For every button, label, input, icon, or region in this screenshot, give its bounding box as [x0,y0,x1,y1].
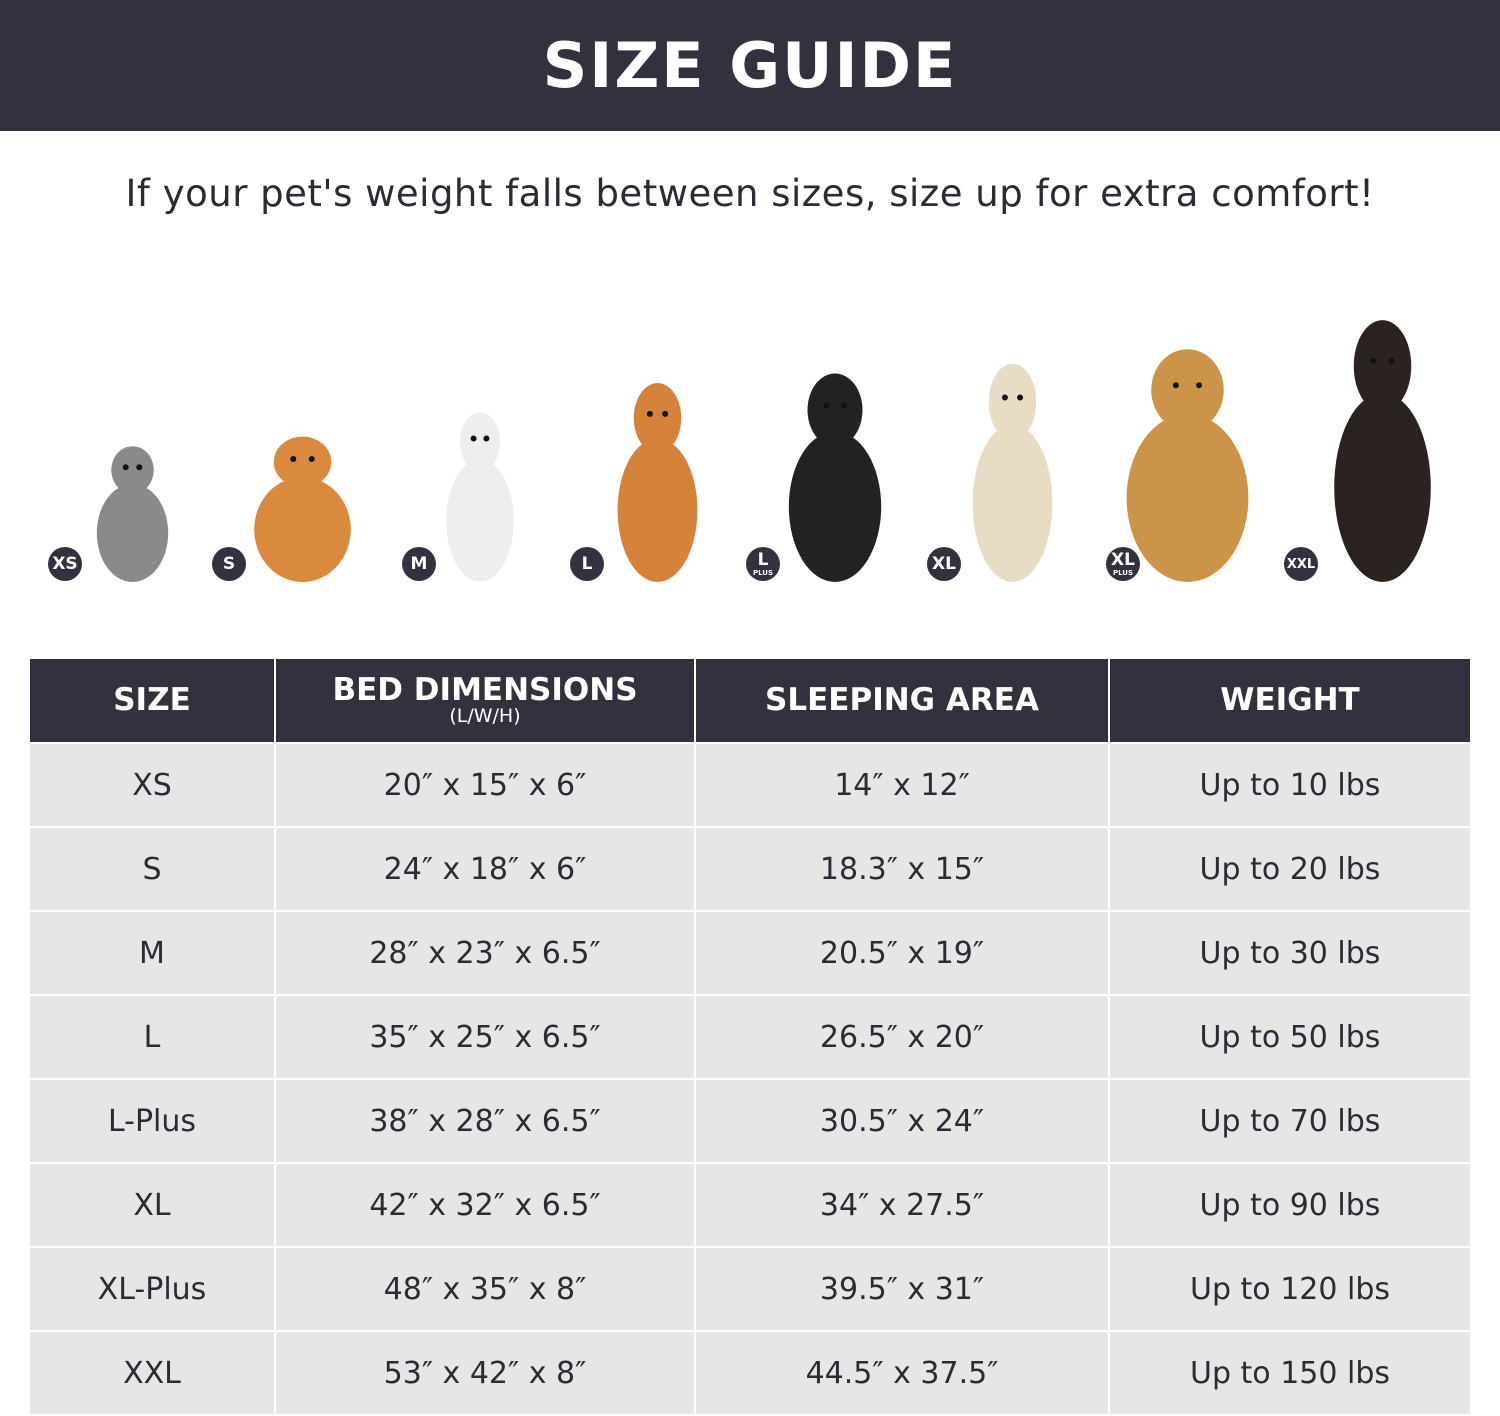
badge-sublabel: PLUS [1112,568,1134,577]
size-badge: L PLUS [746,547,780,581]
cell-size: L [30,994,276,1080]
cell-size: XL-Plus [30,1246,276,1332]
size-badge: S [212,547,246,581]
header-label: WEIGHT [1220,682,1360,719]
badge-label: L [757,549,769,570]
table-row: XXL 53″ x 42″ x 8″ 44.5″ x 37.5″ Up to 150 … [30,1330,1470,1416]
subtitle: If your pet's weight falls between sizes… [125,172,1375,215]
size-badge: XL [927,547,961,581]
size-badge: XL PLUS [1106,547,1140,581]
cell-sleeping-area: 20.5″ x 19″ [694,910,1110,996]
header-label: SLEEPING AREA [765,682,1039,719]
badge-sublabel: PLUS [752,568,774,577]
title-banner: SIZE GUIDE [0,0,1500,131]
cell-size: XS [30,742,276,828]
cell-size: L-Plus [30,1078,276,1164]
shiba-inu-image [610,377,705,582]
cell-bed-dimensions: 35″ x 25″ x 6.5″ [274,994,696,1080]
table-row: XL-Plus 48″ x 35″ x 8″ 39.5″ x 31″ Up to 12… [30,1246,1470,1332]
table-row: L-Plus 38″ x 28″ x 6.5″ 30.5″ x 24″ Up to 7… [30,1078,1470,1164]
cell-weight: Up to 90 lbs [1108,1162,1470,1248]
cell-size: M [30,910,276,996]
golden-retriever-image [1115,342,1260,582]
cell-weight: Up to 10 lbs [1108,742,1470,828]
doberman-image [1325,312,1440,582]
cell-bed-dimensions: 53″ x 42″ x 8″ [274,1330,696,1416]
cell-bed-dimensions: 48″ x 35″ x 8″ [274,1246,696,1332]
header-label: SIZE [113,682,191,719]
cell-sleeping-area: 26.5″ x 20″ [694,994,1110,1080]
header-size: SIZE [30,659,276,743]
header-sleeping-area: SLEEPING AREA [694,659,1110,743]
table-row: XL 42″ x 32″ x 6.5″ 34″ x 27.5″ Up to 90 lb… [30,1162,1470,1248]
cell-weight: Up to 150 lbs [1108,1330,1470,1416]
badge-label: XS [52,553,78,574]
size-table: SIZE BED DIMENSIONS (L/W/H) SLEEPING AREA… [30,659,1470,1416]
pomeranian-image [245,432,360,582]
table-row: L 35″ x 25″ x 6.5″ 26.5″ x 20″ Up to 50 lbs [30,994,1470,1080]
cell-bed-dimensions: 24″ x 18″ x 6″ [274,826,696,912]
cat-image [90,442,175,582]
badge-label: L [581,553,593,574]
labrador-image [965,357,1060,582]
table-row: XS 20″ x 15″ x 6″ 14″ x 12″ Up to 10 lbs [30,742,1470,828]
badge-label: S [222,553,236,574]
table-row: S 24″ x 18″ x 6″ 18.3″ x 15″ Up to 20 lbs [30,826,1470,912]
header-label: BED DIMENSIONS [332,672,638,709]
header-bed-dimensions: BED DIMENSIONS (L/W/H) [274,659,696,743]
badge-label: M [410,553,428,574]
badge-label: XXL [1286,556,1316,572]
cell-bed-dimensions: 28″ x 23″ x 6.5″ [274,910,696,996]
cell-weight: Up to 50 lbs [1108,994,1470,1080]
cell-sleeping-area: 34″ x 27.5″ [694,1162,1110,1248]
page-title: SIZE GUIDE [542,29,958,102]
cell-sleeping-area: 44.5″ x 37.5″ [694,1330,1110,1416]
cell-weight: Up to 120 lbs [1108,1246,1470,1332]
size-badge: M [402,547,436,581]
cell-bed-dimensions: 20″ x 15″ x 6″ [274,742,696,828]
pet-lineup: XS S M L L PLUS XL XL PLUS XXL [0,300,1500,600]
border-collie-image [780,367,890,582]
cell-size: S [30,826,276,912]
table-row: M 28″ x 23″ x 6.5″ 20.5″ x 19″ Up to 30 lbs [30,910,1470,996]
cell-sleeping-area: 14″ x 12″ [694,742,1110,828]
cell-bed-dimensions: 42″ x 32″ x 6.5″ [274,1162,696,1248]
cell-size: XL [30,1162,276,1248]
french-bulldog-image [440,407,520,582]
size-badge: XXL [1284,547,1318,581]
table-header-row: SIZE BED DIMENSIONS (L/W/H) SLEEPING AREA… [30,659,1470,743]
cell-size: XXL [30,1330,276,1416]
badge-label: XL [932,553,956,574]
cell-sleeping-area: 30.5″ x 24″ [694,1078,1110,1164]
cell-bed-dimensions: 38″ x 28″ x 6.5″ [274,1078,696,1164]
cell-weight: Up to 20 lbs [1108,826,1470,912]
cell-weight: Up to 30 lbs [1108,910,1470,996]
header-sublabel: (L/W/H) [449,704,521,727]
size-badge: L [570,547,604,581]
header-weight: WEIGHT [1108,659,1470,743]
cell-weight: Up to 70 lbs [1108,1078,1470,1164]
cell-sleeping-area: 18.3″ x 15″ [694,826,1110,912]
cell-sleeping-area: 39.5″ x 31″ [694,1246,1110,1332]
badge-label: XL [1111,549,1135,570]
size-badge: XS [48,547,82,581]
